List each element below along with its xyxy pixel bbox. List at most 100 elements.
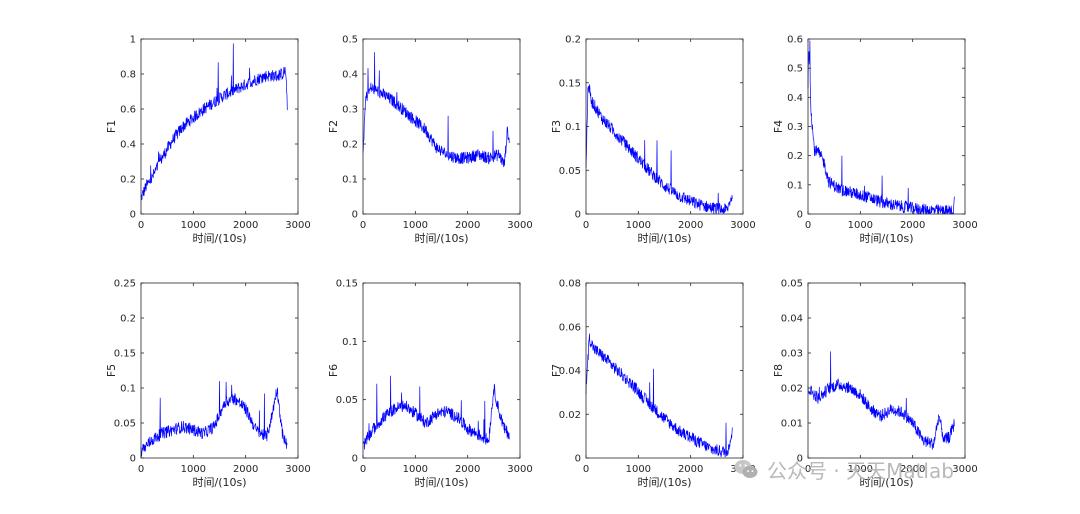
- y-axis-label: F3: [550, 120, 563, 133]
- y-tick-label: 0.6: [120, 105, 136, 116]
- y-tick-label: 0.08: [559, 279, 581, 290]
- y-tick-label: 0.5: [787, 64, 803, 75]
- x-tick-label: 1000: [848, 464, 873, 475]
- x-tick-label: 1000: [403, 220, 428, 231]
- y-tick-label: 0.15: [114, 349, 136, 360]
- y-tick-label: 0.02: [559, 410, 581, 421]
- y-tick-label: 0.03: [781, 349, 803, 360]
- y-tick-label: 0: [575, 210, 581, 221]
- y-tick-label: 0.05: [781, 279, 803, 290]
- watermark: 公众号 · 天天Matlab: [733, 452, 954, 486]
- x-tick-label: 1000: [181, 464, 206, 475]
- chart-panel-F5: 0 1000 2000 3000 0 0.05 0.1 0.15 0.2 0.25 时间/(10s)…: [105, 279, 311, 490]
- x-tick-label: 3000: [507, 220, 532, 231]
- y-tick-label: 0.8: [120, 70, 136, 81]
- y-tick-label: 0.25: [114, 279, 136, 290]
- y-tick-label: 0.04: [781, 314, 803, 325]
- y-tick-label: 0.05: [336, 395, 358, 406]
- y-tick-label: 0.06: [559, 322, 581, 333]
- y-tick-label: 0.04: [559, 366, 581, 377]
- x-tick-label: 2000: [233, 220, 258, 231]
- x-axis-label: 时间/(10s): [414, 232, 468, 245]
- y-tick-label: 0.1: [787, 180, 803, 191]
- y-tick-label: 0.4: [787, 93, 803, 104]
- y-axis-label: F7: [550, 364, 563, 377]
- y-tick-label: 0.2: [342, 140, 358, 151]
- x-tick-label: 2000: [900, 464, 925, 475]
- x-tick-label: 0: [805, 220, 811, 231]
- plot-frame: [140, 38, 299, 215]
- y-axis-label: F2: [327, 120, 340, 133]
- x-tick-label: 3000: [507, 464, 532, 475]
- series-line-F5-0: [140, 380, 288, 457]
- plot-frame: [362, 38, 521, 215]
- y-tick-label: 0.2: [120, 314, 136, 325]
- x-tick-label: 1000: [626, 464, 651, 475]
- x-tick-label: 0: [360, 220, 366, 231]
- watermark-text: 公众号 · 天天Matlab: [767, 458, 954, 483]
- x-tick-label: 1000: [626, 220, 651, 231]
- x-tick-label: 2000: [900, 220, 925, 231]
- chart-panel-F1: 0 1000 2000 3000 0 0.2 0.4 0.6 0.8 1 时间/(10s) F1: [105, 35, 311, 246]
- y-tick-label: 0.01: [781, 419, 803, 430]
- x-tick-label: 1000: [848, 220, 873, 231]
- x-tick-label: 2000: [233, 464, 258, 475]
- series-line-F7-0: [585, 333, 733, 458]
- x-axis-label: 时间/(10s): [637, 476, 691, 489]
- plot-frame: [362, 282, 521, 459]
- y-tick-label: 0: [130, 210, 136, 221]
- y-tick-label: 0.15: [559, 78, 581, 89]
- x-tick-label: 0: [583, 220, 589, 231]
- y-axis-label: F4: [772, 120, 785, 133]
- series-line-F3-0: [585, 84, 733, 215]
- y-tick-label: 0.5: [342, 35, 358, 46]
- chart-panel-F3: 0 1000 2000 3000 0 0.05 0.1 0.15 0.2 时间/(10s) F3: [550, 35, 756, 246]
- y-tick-label: 0.1: [342, 175, 358, 186]
- y-tick-label: 0: [352, 454, 358, 465]
- y-axis-label: F1: [105, 120, 118, 133]
- x-axis-label: 时间/(10s): [859, 232, 913, 245]
- plot-frame: [807, 38, 966, 215]
- series-line-F1-0: [140, 43, 288, 201]
- x-tick-label: 3000: [952, 220, 977, 231]
- y-tick-label: 0.3: [787, 122, 803, 133]
- x-tick-label: 1000: [403, 464, 428, 475]
- y-axis-label: F8: [772, 364, 785, 377]
- y-tick-label: 0.1: [565, 122, 581, 133]
- y-axis-label: F5: [105, 364, 118, 377]
- y-tick-label: 0.02: [781, 384, 803, 395]
- y-tick-label: 0.1: [342, 337, 358, 348]
- y-axis-label: F6: [327, 364, 340, 377]
- plot-frame: [807, 282, 966, 459]
- x-axis-label: 时间/(10s): [192, 232, 246, 245]
- x-tick-label: 2000: [678, 220, 703, 231]
- y-tick-label: 0.1: [120, 384, 136, 395]
- y-tick-label: 0: [797, 454, 803, 465]
- y-tick-label: 0: [130, 454, 136, 465]
- chart-panel-F6: 0 1000 2000 3000 0 0.05 0.1 0.15 时间/(10s) F6: [327, 279, 533, 490]
- y-tick-label: 0: [797, 210, 803, 221]
- chart-panel-F4: 0 1000 2000 3000 0 0.1 0.2 0.3 0.4 0.5 0.6 时间/(10s)…: [772, 35, 978, 246]
- x-tick-label: 2000: [455, 464, 480, 475]
- x-tick-label: 0: [360, 464, 366, 475]
- y-tick-label: 0.6: [787, 35, 803, 46]
- y-tick-label: 0.2: [787, 151, 803, 162]
- y-tick-label: 0.2: [565, 35, 581, 46]
- x-tick-label: 1000: [181, 220, 206, 231]
- wechat-icon: [734, 460, 758, 478]
- x-tick-label: 3000: [285, 220, 310, 231]
- x-tick-label: 3000: [730, 220, 755, 231]
- y-tick-label: 0.4: [342, 70, 358, 81]
- plot-frame: [140, 282, 299, 459]
- x-tick-label: 2000: [678, 464, 703, 475]
- x-tick-label: 0: [138, 464, 144, 475]
- plot-frame: [585, 282, 744, 459]
- chart-panel-F8: 0 1000 2000 3000 0 0.01 0.02 0.03 0.04 0.05 时间/(10…: [772, 279, 978, 490]
- series-line-F2-0: [362, 52, 510, 168]
- x-tick-label: 2000: [455, 220, 480, 231]
- series-line-F6-0: [362, 375, 510, 450]
- chart-panel-F2: 0 1000 2000 3000 0 0.1 0.2 0.3 0.4 0.5 时间/(10s) F2: [327, 35, 533, 246]
- x-tick-label: 0: [583, 464, 589, 475]
